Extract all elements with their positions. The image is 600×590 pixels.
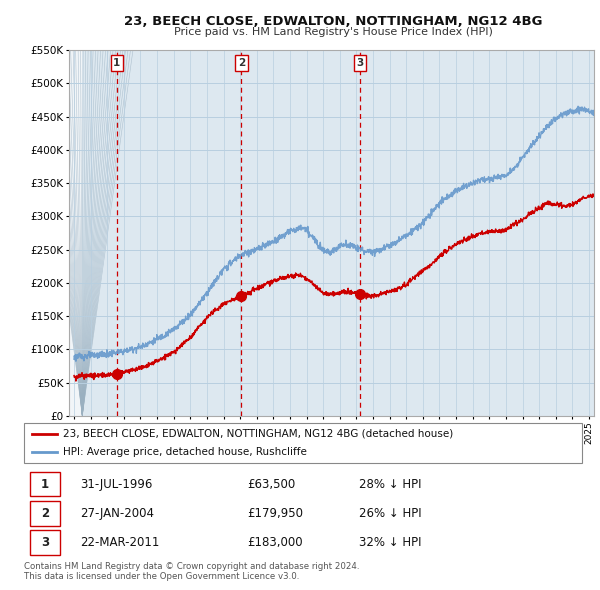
Text: £179,950: £179,950: [247, 507, 303, 520]
Text: Price paid vs. HM Land Registry's House Price Index (HPI): Price paid vs. HM Land Registry's House …: [173, 27, 493, 37]
Text: 23, BEECH CLOSE, EDWALTON, NOTTINGHAM, NG12 4BG: 23, BEECH CLOSE, EDWALTON, NOTTINGHAM, N…: [124, 15, 542, 28]
Text: £63,500: £63,500: [247, 477, 295, 491]
Text: £183,000: £183,000: [247, 536, 303, 549]
FancyBboxPatch shape: [29, 472, 60, 497]
Text: 3: 3: [41, 536, 49, 549]
Text: 1: 1: [113, 58, 121, 68]
FancyBboxPatch shape: [29, 530, 60, 555]
Text: 23, BEECH CLOSE, EDWALTON, NOTTINGHAM, NG12 4BG (detached house): 23, BEECH CLOSE, EDWALTON, NOTTINGHAM, N…: [63, 429, 454, 439]
Text: 1: 1: [41, 477, 49, 491]
Text: 2: 2: [238, 58, 245, 68]
Text: 32% ↓ HPI: 32% ↓ HPI: [359, 536, 421, 549]
Text: 22-MAR-2011: 22-MAR-2011: [80, 536, 159, 549]
Text: 26% ↓ HPI: 26% ↓ HPI: [359, 507, 421, 520]
Bar: [69, 50, 82, 416]
FancyBboxPatch shape: [29, 501, 60, 526]
FancyBboxPatch shape: [24, 423, 582, 463]
Text: 28% ↓ HPI: 28% ↓ HPI: [359, 477, 421, 491]
Text: HPI: Average price, detached house, Rushcliffe: HPI: Average price, detached house, Rush…: [63, 447, 307, 457]
Text: 3: 3: [356, 58, 364, 68]
Text: This data is licensed under the Open Government Licence v3.0.: This data is licensed under the Open Gov…: [24, 572, 299, 581]
Text: 27-JAN-2004: 27-JAN-2004: [80, 507, 154, 520]
Text: Contains HM Land Registry data © Crown copyright and database right 2024.: Contains HM Land Registry data © Crown c…: [24, 562, 359, 571]
Text: 2: 2: [41, 507, 49, 520]
Text: 31-JUL-1996: 31-JUL-1996: [80, 477, 152, 491]
